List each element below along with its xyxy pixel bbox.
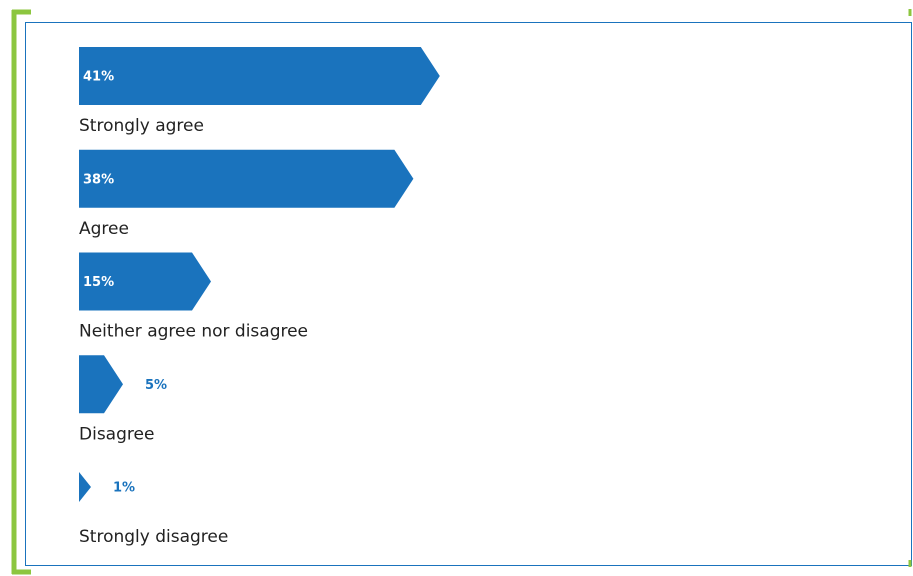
bar — [79, 252, 211, 311]
bar — [79, 355, 123, 414]
value-label: 41% — [83, 70, 114, 85]
bar — [79, 47, 440, 105]
bracket — [11, 9, 31, 575]
value-label: 5% — [145, 378, 167, 393]
bar — [79, 472, 91, 502]
value-label: 15% — [83, 275, 114, 290]
value-label: 38% — [83, 172, 114, 187]
category-label: Agree — [79, 219, 129, 239]
bar — [79, 149, 414, 208]
value-label: 1% — [113, 481, 135, 496]
category-label: Strongly disagree — [79, 527, 228, 547]
frame — [25, 22, 912, 566]
category-label: Neither agree nor disagree — [79, 322, 308, 342]
category-label: Disagree — [79, 424, 154, 444]
category-label: Strongly agree — [79, 116, 204, 136]
